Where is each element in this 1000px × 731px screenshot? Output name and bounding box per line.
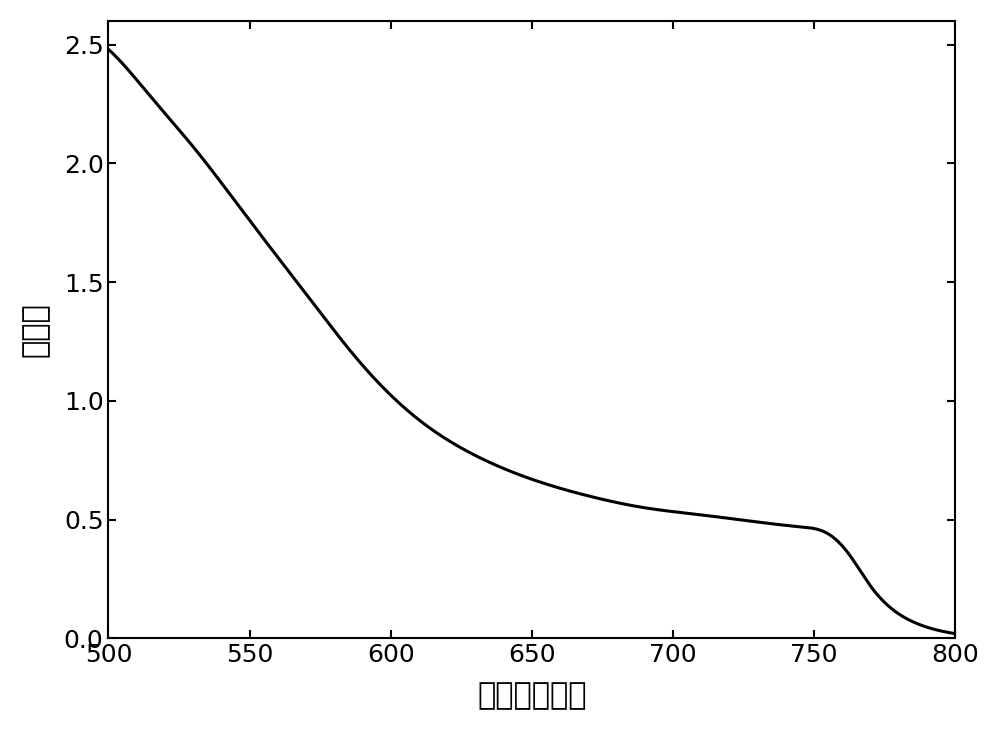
Y-axis label: 吸光度: 吸光度 <box>21 302 50 357</box>
X-axis label: 波长（纳米）: 波长（纳米） <box>477 681 587 711</box>
